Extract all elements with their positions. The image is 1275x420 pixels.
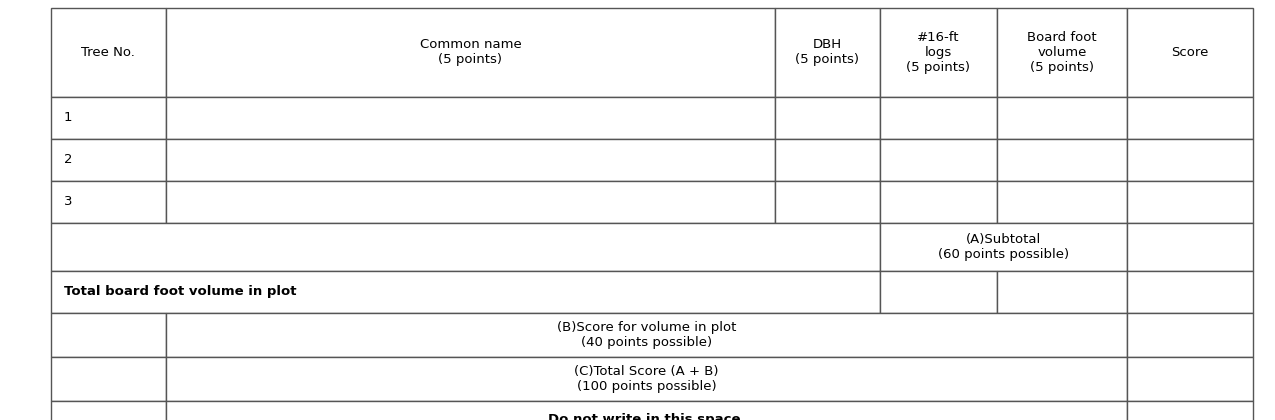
Bar [1127,139,1253,181]
Bar [51,97,166,139]
Text: Board foot
volume
(5 points): Board foot volume (5 points) [1028,31,1096,74]
Bar [775,8,880,97]
Bar [166,357,1127,401]
Bar [166,401,1127,420]
Bar [51,313,166,357]
Bar [51,401,166,420]
Bar [166,97,775,139]
Bar [880,97,997,139]
Text: Tree No.: Tree No. [82,46,135,59]
Bar [880,271,997,313]
Bar [997,139,1127,181]
Bar [1127,357,1253,401]
Bar [1127,401,1253,420]
Text: 3: 3 [64,195,73,208]
Bar [1127,271,1253,313]
Bar [166,313,1127,357]
Text: Score: Score [1172,46,1209,59]
Text: Do not write in this space.: Do not write in this space. [547,414,745,420]
Bar [880,139,997,181]
Bar [51,181,166,223]
Bar [51,357,166,401]
Bar [997,271,1127,313]
Bar [997,181,1127,223]
Bar [166,8,775,97]
Text: 1: 1 [64,111,73,124]
Bar [1127,181,1253,223]
Text: #16-ft
logs
(5 points): #16-ft logs (5 points) [907,31,970,74]
Text: Total board foot volume in plot: Total board foot volume in plot [64,286,296,298]
Bar [51,223,880,271]
Bar [1127,97,1253,139]
Bar [51,139,166,181]
Text: DBH
(5 points): DBH (5 points) [796,39,859,66]
Text: Common name
(5 points): Common name (5 points) [419,39,521,66]
Bar [997,97,1127,139]
Bar [1127,223,1253,271]
Text: (A)Subtotal
(60 points possible): (A)Subtotal (60 points possible) [938,233,1068,261]
Bar [51,8,166,97]
Bar [997,8,1127,97]
Bar [775,181,880,223]
Text: 2: 2 [64,153,73,166]
Bar [166,139,775,181]
Text: (C)Total Score (A + B)
(100 points possible): (C)Total Score (A + B) (100 points possi… [574,365,719,393]
Bar [880,223,1127,271]
Text: (B)Score for volume in plot
(40 points possible): (B)Score for volume in plot (40 points p… [557,321,736,349]
Bar [166,181,775,223]
Bar [880,8,997,97]
Bar [1127,313,1253,357]
Bar [880,181,997,223]
Bar [1127,8,1253,97]
Bar [51,271,880,313]
Bar [775,97,880,139]
Bar [775,139,880,181]
